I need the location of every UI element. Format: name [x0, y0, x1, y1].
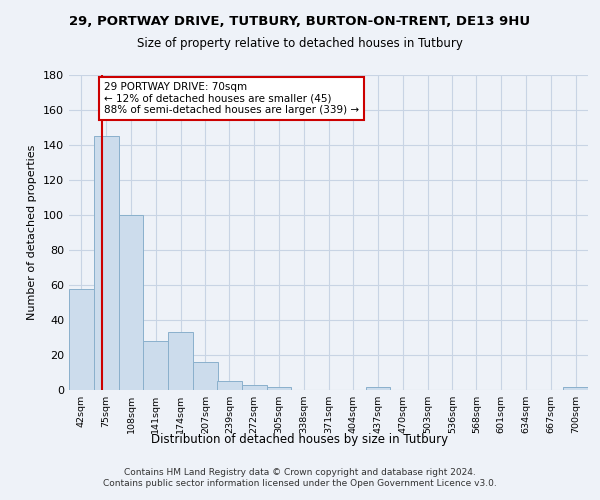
Bar — [69, 288, 94, 390]
Bar — [266, 386, 292, 390]
Bar — [119, 215, 143, 390]
Text: Size of property relative to detached houses in Tutbury: Size of property relative to detached ho… — [137, 38, 463, 51]
Text: 29, PORTWAY DRIVE, TUTBURY, BURTON-ON-TRENT, DE13 9HU: 29, PORTWAY DRIVE, TUTBURY, BURTON-ON-TR… — [70, 15, 530, 28]
Bar — [168, 332, 193, 390]
Text: Distribution of detached houses by size in Tutbury: Distribution of detached houses by size … — [151, 432, 449, 446]
Bar — [143, 341, 168, 390]
Bar — [217, 381, 242, 390]
Text: 29 PORTWAY DRIVE: 70sqm
← 12% of detached houses are smaller (45)
88% of semi-de: 29 PORTWAY DRIVE: 70sqm ← 12% of detache… — [104, 82, 359, 115]
Text: Contains HM Land Registry data © Crown copyright and database right 2024.
Contai: Contains HM Land Registry data © Crown c… — [103, 468, 497, 487]
Bar — [563, 386, 588, 390]
Bar — [94, 136, 119, 390]
Y-axis label: Number of detached properties: Number of detached properties — [28, 145, 37, 320]
Bar — [193, 362, 218, 390]
Bar — [242, 385, 266, 390]
Bar — [365, 386, 391, 390]
